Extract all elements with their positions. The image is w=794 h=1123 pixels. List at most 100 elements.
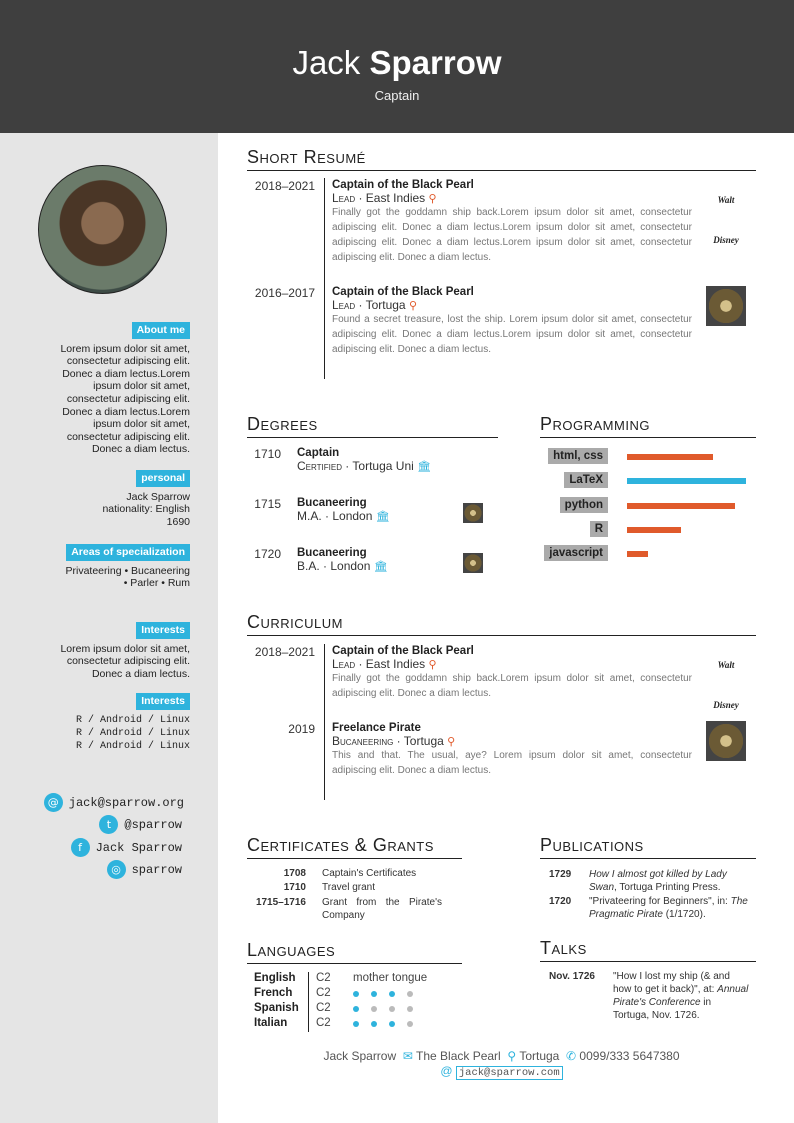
entry-place: Tortuga — [403, 734, 444, 748]
personal-name: Jack Sparrow — [126, 490, 190, 503]
entry-date: 2019 — [288, 722, 315, 736]
publications-heading: Publications — [540, 835, 756, 859]
skill-bar — [627, 454, 713, 460]
degree-entry: 1715 Bucaneering M.A. · London 🏛 — [247, 497, 507, 523]
publication-year: 1729 — [549, 869, 572, 880]
contact-github[interactable]: ◎ sparrow — [106, 860, 182, 879]
interests-tag: Interests — [136, 693, 190, 710]
skill-label: R — [589, 521, 608, 537]
language-dot — [407, 1021, 413, 1027]
degree-year: 1720 — [254, 547, 281, 561]
language-dot — [353, 1021, 359, 1027]
language-name: Italian — [254, 1017, 288, 1029]
entry-date: 2016–2017 — [254, 286, 315, 300]
coin-logo — [463, 553, 483, 573]
contact-facebook[interactable]: f Jack Sparrow — [70, 838, 182, 857]
entry-role: Bucaneering — [332, 734, 394, 748]
timeline-line — [324, 644, 325, 800]
contact-email[interactable]: @ jack@sparrow.org — [43, 793, 184, 812]
entry-role: Lead — [332, 298, 356, 312]
skill-bar — [627, 527, 681, 533]
language-note: mother tongue — [353, 972, 428, 984]
entry-place: Tortuga — [365, 298, 406, 312]
github-icon: ◎ — [106, 860, 126, 879]
language-dot — [389, 1006, 395, 1012]
twitter-icon: t — [99, 815, 119, 834]
disney-logo: Walt Disney — [713, 195, 739, 245]
entry-role: Lead — [332, 657, 356, 671]
degree-place: Tortuga Uni — [352, 459, 414, 473]
certificate-item: 1715–1716 Grant from the Pirate's Compan… — [250, 896, 460, 922]
entry-title: Captain of the Black Pearl — [332, 179, 474, 191]
talks-heading: Talks — [540, 938, 756, 962]
certificate-date: 1708 — [283, 868, 306, 879]
certificate-date: 1710 — [283, 882, 306, 893]
map-pin-icon: ⚲ — [428, 193, 437, 205]
language-dot — [353, 991, 359, 997]
skill-bar — [627, 551, 649, 557]
publication-rest: (1/1720). — [662, 909, 706, 920]
language-dot — [353, 1006, 359, 1012]
disney-logo: Walt Disney — [713, 660, 739, 710]
curriculum-heading: Curriculum — [247, 612, 756, 636]
footer-phone: 0099/333 5647380 — [579, 1049, 680, 1063]
languages-divider — [308, 972, 309, 1032]
language-dot — [371, 1006, 377, 1012]
degree-title: Captain — [297, 447, 340, 459]
skill-label: LaTeX — [564, 472, 608, 488]
talk-item: Nov. 1726 "How I lost my ship (& and how… — [549, 970, 749, 1022]
about-section: About me Lorem ipsum dolor sit amet, con… — [40, 322, 190, 456]
skill-bar — [627, 503, 736, 509]
footer: Jack Sparrow ✉ The Black Pearl ⚲ Tortuga… — [247, 1049, 756, 1063]
header: Jack Sparrow Captain — [0, 0, 794, 133]
language-level: C2 — [316, 972, 331, 984]
interests-tag: Interests — [136, 622, 190, 639]
skill-label: html, css — [548, 448, 608, 464]
contact-twitter[interactable]: t @sparrow — [99, 815, 182, 834]
areas-line: Privateering • Bucaneering — [65, 564, 191, 577]
about-text: Lorem ipsum dolor sit amet, consectetur … — [60, 342, 190, 456]
entry-description: Finally got the goddamn ship back.Lorem … — [332, 207, 692, 263]
university-icon: 🏛 — [373, 561, 388, 573]
degree-entry: 1710 Captain Certified · Tortuga Uni 🏛 — [247, 447, 507, 473]
coin-logo — [706, 721, 746, 761]
language-dot — [407, 1006, 413, 1012]
personal-tag: personal — [136, 470, 190, 487]
publication-title: The Pragmatic Pirate — [589, 896, 748, 920]
entry-description: Found a secret treasure, lost the ship. … — [332, 314, 692, 355]
entry-place: East Indies — [365, 657, 426, 671]
degree-type: B.A. — [297, 559, 320, 573]
language-dot — [371, 1021, 377, 1027]
resume-entry: Captain of the Black Pearl Lead · Tortug… — [332, 286, 692, 355]
interests-text: Lorem ipsum dolor sit amet, consectetur … — [60, 642, 190, 680]
interests-line: R / Android / Linux — [75, 727, 190, 739]
certificates-heading: Certificates & Grants — [247, 835, 462, 859]
language-dot — [407, 991, 413, 997]
interests-line: R / Android / Linux — [75, 740, 190, 752]
skill-bar — [627, 478, 746, 484]
entry-date: 2018–2021 — [254, 645, 315, 659]
certificate-date: 1715–1716 — [255, 897, 306, 908]
profile-photo — [38, 165, 167, 294]
publication-year: 1720 — [549, 896, 572, 907]
degree-year: 1715 — [254, 497, 281, 511]
interests-section-2: Interests R / Android / Linux R / Androi… — [76, 693, 190, 753]
footer-address: The Black Pearl — [416, 1049, 501, 1063]
footer-city: Tortuga — [519, 1049, 560, 1063]
facebook-icon: f — [70, 838, 90, 857]
at-icon: @ — [440, 1064, 453, 1078]
footer-email-link[interactable]: jack@sparrow.com — [455, 1066, 563, 1080]
language-dot — [389, 1021, 395, 1027]
talk-date: Nov. 1726 — [549, 971, 595, 982]
entry-role: Lead — [332, 191, 356, 205]
languages-heading: Languages — [247, 940, 462, 964]
degree-type: Certified — [297, 459, 342, 473]
personal-section: personal Jack Sparrow nationality: Engli… — [102, 470, 190, 528]
about-tag: About me — [131, 322, 190, 339]
map-pin-icon: ⚲ — [447, 736, 456, 748]
phone-icon: ✆ — [566, 1049, 577, 1063]
publication-rest: , Tortuga Printing Press. — [614, 882, 721, 893]
publication-pre: "Privateering for Beginners", in: — [589, 896, 731, 907]
degree-title: Bucaneering — [297, 547, 367, 559]
areas-tag: Areas of specialization — [66, 544, 190, 561]
